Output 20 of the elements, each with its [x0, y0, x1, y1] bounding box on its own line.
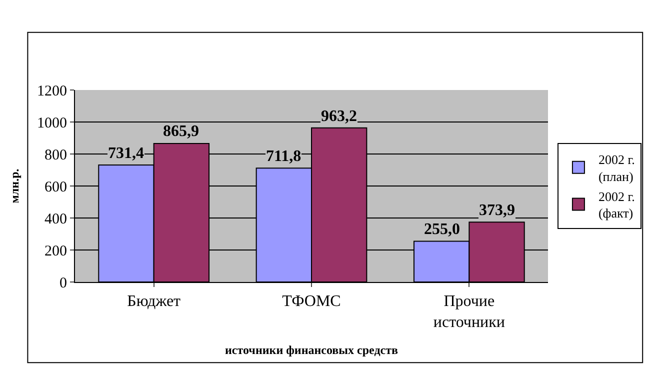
- data-label: 711,8: [266, 148, 302, 165]
- y-tick-label: 1200: [37, 83, 67, 100]
- x-axis-title: источники финансовых средств: [225, 342, 398, 357]
- data-label: 865,9: [163, 123, 199, 140]
- x-tick-label: Бюджет: [127, 293, 181, 310]
- y-axis-title: млн.р.: [7, 168, 22, 204]
- y-tick-label: 800: [44, 147, 67, 164]
- x-tick-label: ТФОМС: [282, 293, 341, 310]
- y-tick-label: 600: [44, 179, 67, 196]
- data-label: 373,9: [479, 202, 515, 219]
- legend-label: 2002 г. (факт): [598, 188, 635, 221]
- data-label: 255,0: [424, 221, 460, 238]
- y-tick-label: 200: [44, 243, 67, 260]
- y-tick-label: 400: [44, 211, 67, 228]
- data-label: 731,4: [108, 145, 144, 162]
- y-tick-label: 1000: [37, 115, 67, 132]
- y-tick-label: 0: [60, 275, 67, 292]
- legend-label: 2002 г. (план): [598, 152, 635, 184]
- data-label: 963,2: [321, 108, 357, 125]
- x-tick-label: Прочие источники: [433, 293, 506, 331]
